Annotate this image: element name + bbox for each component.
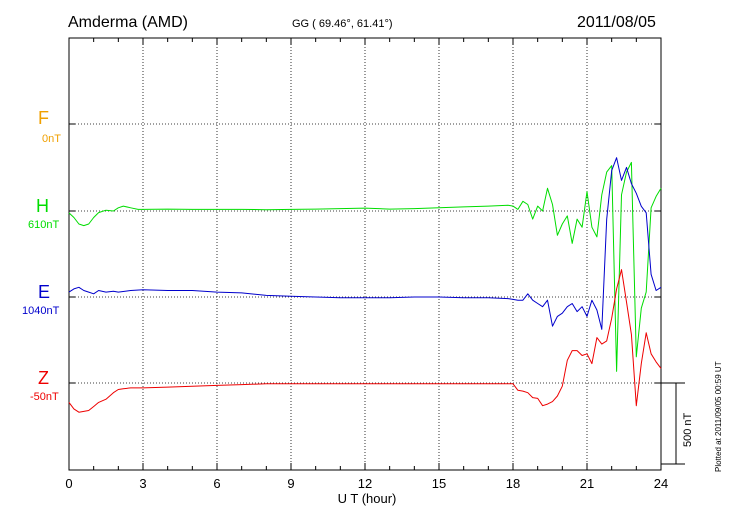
date-title: 2011/08/05 <box>577 14 656 31</box>
baseline-label-f: 0nT <box>42 133 61 145</box>
x-tick-label: 9 <box>287 476 295 491</box>
series-lines <box>68 157 662 413</box>
series-line-e <box>68 157 662 330</box>
station-title: Amderma (AMD) <box>68 14 189 31</box>
component-label-f: F <box>38 108 49 128</box>
station-coordinates: GG ( 69.46°, 61.41°) <box>292 18 393 30</box>
baseline-label-e: 1040nT <box>22 305 60 317</box>
component-label-h: H <box>36 196 49 216</box>
x-axis-title: U T (hour) <box>337 491 397 506</box>
component-label-z: Z <box>38 368 49 388</box>
x-tick-label: 15 <box>431 476 447 491</box>
x-tick-label: 24 <box>653 476 669 491</box>
baseline-label-z: -50nT <box>30 391 59 403</box>
axis-ticks <box>68 38 662 470</box>
x-tick-label: 0 <box>65 476 73 491</box>
x-tick-label: 12 <box>357 476 373 491</box>
plotted-timestamp: Plotted at 2011/09/05 00:59 UT <box>714 361 723 472</box>
grid <box>69 38 661 470</box>
x-tick-label: 6 <box>213 476 221 491</box>
series-line-z <box>68 269 662 413</box>
x-tick-label: 3 <box>139 476 147 491</box>
x-tick-label: 21 <box>579 476 595 491</box>
series-line-h <box>68 161 662 372</box>
baseline-label-h: 610nT <box>28 219 60 231</box>
scale-bar <box>661 382 685 465</box>
scale-bar-label: 500 nT <box>682 412 694 447</box>
component-label-e: E <box>38 282 51 302</box>
x-tick-label: 18 <box>505 476 521 491</box>
